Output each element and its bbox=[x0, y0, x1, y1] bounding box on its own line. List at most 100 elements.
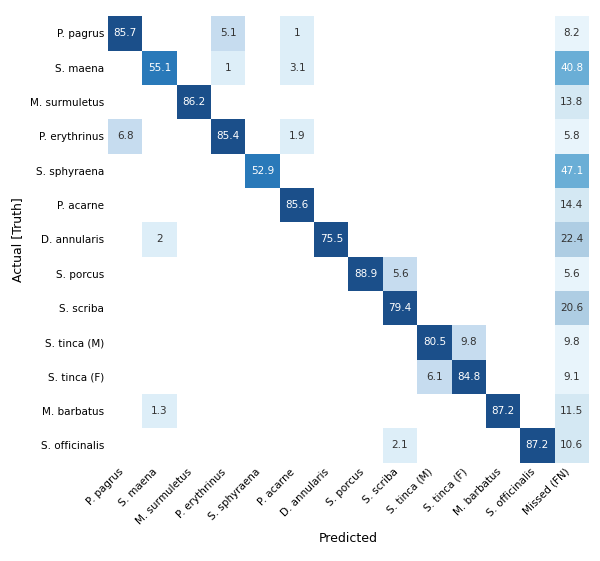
Bar bbox=[554, 428, 589, 463]
Bar bbox=[177, 325, 211, 360]
Bar bbox=[108, 188, 142, 222]
Bar bbox=[349, 325, 383, 360]
Bar bbox=[314, 394, 349, 428]
Bar bbox=[452, 360, 486, 394]
Bar bbox=[245, 119, 280, 154]
Bar bbox=[245, 325, 280, 360]
Bar bbox=[520, 222, 554, 256]
Bar bbox=[554, 16, 589, 50]
Bar bbox=[417, 394, 452, 428]
Bar bbox=[211, 394, 245, 428]
Bar bbox=[142, 222, 177, 256]
Bar bbox=[383, 119, 417, 154]
Bar bbox=[349, 119, 383, 154]
Bar bbox=[177, 222, 211, 256]
Text: 88.9: 88.9 bbox=[354, 269, 377, 279]
Bar bbox=[520, 154, 554, 188]
Bar bbox=[108, 154, 142, 188]
Bar bbox=[280, 188, 314, 222]
Bar bbox=[452, 154, 486, 188]
Bar bbox=[142, 50, 177, 85]
Bar bbox=[520, 188, 554, 222]
Bar bbox=[314, 291, 349, 325]
Bar bbox=[142, 85, 177, 119]
Bar bbox=[108, 50, 142, 85]
Bar bbox=[314, 50, 349, 85]
Bar bbox=[245, 85, 280, 119]
Bar bbox=[486, 50, 520, 85]
Bar bbox=[280, 428, 314, 463]
Text: 6.8: 6.8 bbox=[117, 131, 134, 141]
Bar bbox=[280, 222, 314, 256]
Bar bbox=[349, 256, 383, 291]
Text: 13.8: 13.8 bbox=[560, 97, 583, 107]
Text: 3.1: 3.1 bbox=[289, 63, 305, 73]
Text: 8.2: 8.2 bbox=[563, 29, 580, 38]
Bar bbox=[452, 394, 486, 428]
Bar bbox=[142, 16, 177, 50]
Text: 9.1: 9.1 bbox=[563, 372, 580, 382]
Bar bbox=[108, 291, 142, 325]
Bar bbox=[520, 394, 554, 428]
Text: 85.4: 85.4 bbox=[217, 131, 240, 141]
Bar bbox=[520, 325, 554, 360]
Text: 1.3: 1.3 bbox=[151, 406, 168, 416]
Bar bbox=[486, 154, 520, 188]
Bar bbox=[245, 154, 280, 188]
Bar bbox=[520, 85, 554, 119]
Text: 52.9: 52.9 bbox=[251, 165, 274, 176]
Bar bbox=[554, 394, 589, 428]
Bar bbox=[349, 16, 383, 50]
Text: 86.2: 86.2 bbox=[182, 97, 206, 107]
Bar bbox=[142, 291, 177, 325]
Bar bbox=[486, 428, 520, 463]
Bar bbox=[211, 291, 245, 325]
Text: 85.6: 85.6 bbox=[286, 200, 308, 210]
Bar bbox=[486, 256, 520, 291]
Bar bbox=[245, 394, 280, 428]
Text: 10.6: 10.6 bbox=[560, 440, 583, 450]
Bar bbox=[280, 16, 314, 50]
Bar bbox=[142, 428, 177, 463]
Bar bbox=[142, 394, 177, 428]
Text: 5.6: 5.6 bbox=[563, 269, 580, 279]
Bar bbox=[177, 291, 211, 325]
Bar bbox=[417, 291, 452, 325]
Bar bbox=[245, 188, 280, 222]
Bar bbox=[383, 154, 417, 188]
Bar bbox=[383, 428, 417, 463]
Bar bbox=[314, 256, 349, 291]
Text: 1: 1 bbox=[225, 63, 232, 73]
Bar bbox=[177, 85, 211, 119]
Text: 20.6: 20.6 bbox=[560, 303, 583, 313]
Bar bbox=[108, 222, 142, 256]
Text: 2.1: 2.1 bbox=[392, 440, 409, 450]
Bar bbox=[142, 188, 177, 222]
Bar bbox=[520, 16, 554, 50]
Text: 5.8: 5.8 bbox=[563, 131, 580, 141]
Bar bbox=[280, 154, 314, 188]
Bar bbox=[349, 50, 383, 85]
Bar bbox=[554, 222, 589, 256]
Bar bbox=[211, 256, 245, 291]
Bar bbox=[349, 85, 383, 119]
Bar bbox=[211, 119, 245, 154]
Bar bbox=[349, 428, 383, 463]
Bar bbox=[177, 394, 211, 428]
Bar bbox=[554, 188, 589, 222]
Text: 75.5: 75.5 bbox=[320, 234, 343, 245]
Bar bbox=[486, 222, 520, 256]
Bar bbox=[280, 325, 314, 360]
Bar bbox=[417, 154, 452, 188]
Bar bbox=[245, 291, 280, 325]
Bar bbox=[177, 428, 211, 463]
Bar bbox=[417, 85, 452, 119]
Bar bbox=[383, 291, 417, 325]
Bar bbox=[383, 394, 417, 428]
Bar bbox=[417, 188, 452, 222]
Bar bbox=[452, 256, 486, 291]
Bar bbox=[314, 222, 349, 256]
Bar bbox=[211, 16, 245, 50]
Text: 1.9: 1.9 bbox=[289, 131, 305, 141]
Bar bbox=[211, 325, 245, 360]
